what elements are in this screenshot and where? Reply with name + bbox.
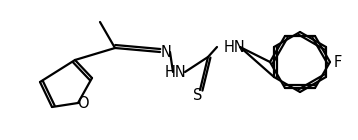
Text: S: S xyxy=(193,88,203,103)
Text: N: N xyxy=(160,45,171,60)
Text: HN: HN xyxy=(224,39,246,54)
Text: F: F xyxy=(334,54,342,69)
Text: HN: HN xyxy=(164,65,186,80)
Text: O: O xyxy=(77,95,89,110)
